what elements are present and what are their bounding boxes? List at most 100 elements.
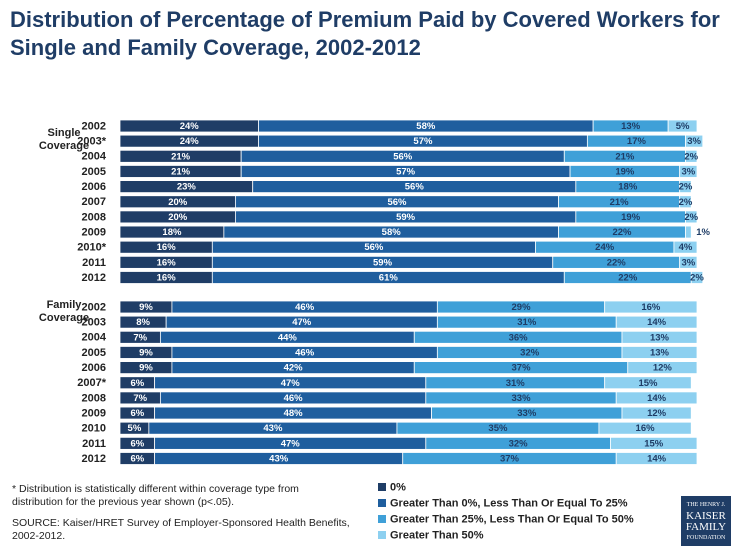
value-label: 7%	[133, 393, 147, 404]
value-label: 21%	[610, 197, 630, 208]
y-tick-label: 2005	[82, 166, 106, 178]
y-tick-label: 2007*	[77, 377, 106, 389]
bar-segment	[685, 134, 704, 148]
logo-text: KAISER	[686, 510, 726, 522]
y-tick-label: 2008	[82, 211, 106, 223]
value-label: 14%	[647, 393, 667, 404]
value-label: 15%	[644, 438, 664, 449]
value-label: 9%	[139, 347, 153, 358]
legend-swatch	[378, 499, 386, 507]
value-label: 46%	[295, 347, 315, 358]
value-label: 21%	[171, 166, 191, 177]
value-label: 8%	[136, 317, 150, 328]
value-label: 31%	[517, 317, 537, 328]
bar-segment	[621, 330, 698, 344]
value-label: 18%	[618, 182, 638, 193]
value-label: 12%	[647, 408, 667, 419]
y-tick-label: 2003	[82, 317, 106, 329]
group-label: Family Coverage	[38, 299, 90, 324]
value-label: 46%	[295, 302, 315, 313]
value-label: 24%	[180, 121, 200, 132]
value-label: 2%	[679, 182, 693, 193]
value-label: 17%	[627, 136, 647, 147]
value-label: 42%	[284, 363, 304, 374]
value-label: 3%	[681, 257, 695, 268]
legend-label: 0%	[390, 481, 406, 493]
value-label: 14%	[647, 317, 667, 328]
y-tick-label: 2006	[82, 362, 106, 374]
value-label: 5%	[128, 423, 142, 434]
bar-segment	[690, 271, 704, 284]
value-label: 14%	[647, 454, 667, 465]
value-label: 21%	[615, 151, 635, 162]
y-tick-label: 2009	[82, 226, 106, 238]
value-label: 23%	[177, 182, 197, 193]
bar-segment	[604, 376, 692, 390]
value-label: 16%	[641, 302, 661, 313]
legend-label: Greater Than 50%	[390, 529, 484, 541]
y-tick-label: 2003*	[77, 136, 106, 148]
value-label: 47%	[281, 438, 301, 449]
value-label: 56%	[387, 197, 407, 208]
value-label: 22%	[618, 273, 638, 284]
value-label: 16%	[636, 423, 656, 434]
value-label: 48%	[284, 408, 304, 419]
value-label: 7%	[133, 332, 147, 343]
value-label: 16%	[157, 273, 177, 284]
value-label: 22%	[607, 257, 627, 268]
value-label: 21%	[171, 151, 191, 162]
source: SOURCE: Kaiser/HRET Survey of Employer-S…	[12, 517, 350, 542]
value-label: 37%	[500, 454, 520, 465]
value-label: 32%	[520, 347, 540, 358]
y-tick-label: 2002	[82, 120, 106, 132]
value-label: 59%	[396, 212, 416, 223]
bar-segment	[679, 195, 692, 209]
bar-segment	[679, 180, 692, 194]
y-tick-label: 2010*	[77, 242, 106, 254]
y-tick-label: 2008	[82, 392, 106, 404]
bar-segment	[679, 165, 698, 178]
value-label: 3%	[687, 136, 701, 147]
y-tick-label: 2004	[82, 332, 107, 344]
value-label: 12%	[653, 363, 673, 374]
value-label: 18%	[162, 227, 182, 238]
y-tick-label: 2011	[82, 438, 106, 450]
y-tick-label: 2005	[82, 347, 106, 359]
value-label: 59%	[373, 257, 393, 268]
value-label: 61%	[379, 273, 399, 284]
logo-text: FAMILY	[685, 521, 727, 533]
bar-segment	[679, 255, 698, 269]
y-tick-label: 2002	[82, 301, 106, 313]
value-label: 2%	[679, 197, 693, 208]
bar-segment	[667, 119, 698, 133]
bar-segment	[685, 210, 698, 224]
value-label: 29%	[512, 302, 532, 313]
value-label: 37%	[512, 363, 532, 374]
value-label: 56%	[364, 242, 384, 253]
value-label: 57%	[413, 136, 433, 147]
bar-segment	[615, 315, 698, 329]
bar-segment	[685, 149, 698, 163]
value-label: 19%	[615, 166, 635, 177]
bar-segment	[621, 346, 698, 359]
value-label: 13%	[650, 332, 670, 343]
value-label: 20%	[168, 212, 188, 223]
value-label: 13%	[621, 121, 641, 132]
legend-swatch	[378, 531, 386, 539]
value-label: 19%	[621, 212, 641, 223]
y-tick-label: 2012	[82, 272, 106, 284]
value-label: 31%	[506, 378, 526, 389]
legend-swatch	[378, 515, 386, 523]
value-label: 5%	[676, 121, 690, 132]
y-tick-label: 2006	[82, 181, 106, 193]
legend-label: Greater Than 25%, Less Than Or Equal To …	[390, 513, 634, 525]
value-label: 20%	[168, 197, 188, 208]
value-label: 32%	[509, 438, 529, 449]
value-label: 24%	[595, 242, 615, 253]
value-label: 6%	[130, 378, 144, 389]
value-label: 2%	[684, 212, 698, 223]
chart-title: Distribution of Percentage of Premium Pa…	[10, 7, 720, 60]
value-label: 16%	[157, 257, 177, 268]
